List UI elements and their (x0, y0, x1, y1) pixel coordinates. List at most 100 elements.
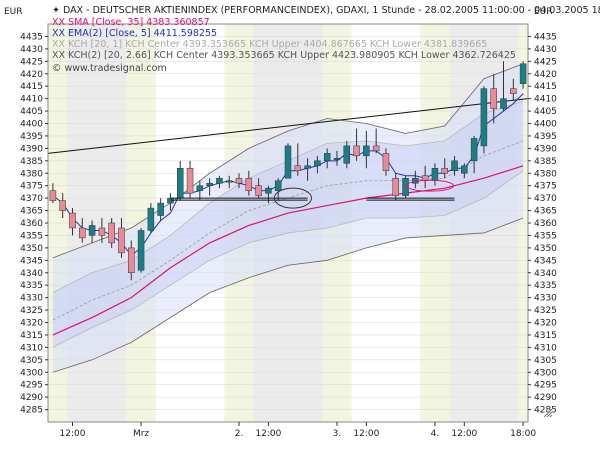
y-tick-label-right: 4395 (534, 132, 557, 142)
candle-body (323, 153, 331, 162)
y-tick-label-right: 4310 (534, 343, 557, 353)
y-tick-label-left: 4405 (20, 107, 43, 117)
x-tick-label: 12:00 (255, 429, 281, 439)
y-tick-label-right: 4330 (534, 294, 557, 304)
currency-left: EUR (4, 7, 23, 17)
candle-body (225, 180, 233, 183)
highlight-ellipse (406, 179, 455, 192)
x-tick-label: 4. (431, 429, 440, 439)
x-tick-label: 3. (333, 429, 342, 439)
x-tick-label: 12:00 (451, 429, 477, 439)
y-tick-label-right: 4385 (534, 157, 557, 167)
resize-grip-icon (543, 408, 553, 418)
y-tick-label-left: 4360 (20, 219, 43, 229)
currency-right: EUR (534, 7, 553, 17)
y-tick-label-left: 4290 (20, 393, 43, 403)
candle-body (216, 177, 223, 184)
candle-body (343, 145, 351, 164)
candle-body (490, 88, 497, 109)
candle-body (245, 177, 253, 191)
y-tick-label-right: 4355 (534, 231, 557, 241)
y-tick-label-left: 4350 (20, 244, 43, 254)
y-tick-label-right: 4405 (534, 107, 557, 117)
y-tick-label-left: 4400 (20, 120, 43, 130)
y-tick-label-right: 4320 (534, 319, 557, 329)
candle-body (79, 227, 86, 239)
y-tick-label-right: 4370 (534, 194, 557, 204)
candle-body (372, 145, 380, 152)
y-tick-label-left: 4320 (20, 319, 43, 329)
y-tick-label-left: 4305 (20, 356, 43, 366)
y-tick-label-right: 4410 (534, 95, 557, 105)
candle-body (519, 63, 527, 84)
y-tick-label-right: 4430 (534, 45, 557, 55)
candle-body (186, 168, 194, 194)
candle-body (274, 180, 282, 191)
legend-entry: XX SMA [Close, 35] 4383.360857 (52, 17, 210, 28)
candle-body (176, 168, 184, 199)
y-tick-label-right: 4380 (534, 169, 557, 179)
candle-body (108, 222, 115, 244)
candle-body (431, 168, 439, 181)
candle-body (265, 187, 272, 194)
candle-body (314, 160, 321, 167)
legend-entry: XX KCH [20, 1] KCH Center 4393.353665 KC… (52, 39, 487, 50)
candle-body (137, 230, 145, 271)
x-tick-label: Mrz (133, 429, 149, 439)
y-tick-label-right: 4305 (534, 356, 557, 366)
y-tick-label-right: 4375 (534, 182, 557, 192)
y-tick-label-left: 4330 (20, 294, 43, 304)
candle-body (500, 98, 507, 109)
candle-body (441, 168, 448, 174)
y-tick-label-right: 4415 (534, 82, 557, 92)
y-tick-label-left: 4420 (20, 70, 43, 80)
y-tick-label-right: 4425 (534, 57, 557, 67)
y-tick-label-left: 4395 (20, 132, 43, 142)
candle-body (470, 138, 478, 162)
y-tick-label-left: 4435 (20, 32, 43, 42)
y-tick-label-right: 4435 (534, 32, 557, 42)
candle-body (147, 207, 155, 231)
candle-body (402, 177, 409, 196)
y-tick-label-left: 4335 (20, 281, 43, 291)
y-tick-label-right: 4350 (534, 244, 557, 254)
candle-body (461, 165, 468, 174)
candle-body (118, 227, 125, 254)
candle-body (255, 185, 262, 196)
candle-body (128, 247, 135, 273)
y-tick-label-left: 4380 (20, 169, 43, 179)
y-tick-label-right: 4285 (534, 406, 557, 416)
chart-title: ✦ DAX - DEUTSCHER AKTIENINDEX (PERFORMAN… (52, 5, 600, 16)
resistance-trendline (47, 98, 529, 154)
y-tick-label-left: 4415 (20, 82, 43, 92)
candle-body (284, 145, 292, 179)
y-tick-label-left: 4345 (20, 256, 43, 266)
y-tick-label-left: 4365 (20, 207, 43, 217)
y-tick-label-right: 4335 (534, 281, 557, 291)
y-tick-label-left: 4315 (20, 331, 43, 341)
y-tick-label-left: 4285 (20, 406, 43, 416)
y-tick-label-right: 4390 (534, 144, 557, 154)
candle-body (98, 227, 106, 236)
x-tick-label: 2. (235, 429, 244, 439)
sma35-line (52, 165, 524, 336)
candle-body (88, 225, 96, 236)
kch-outer-fill (52, 63, 524, 373)
y-tick-label-left: 4430 (20, 45, 43, 55)
y-tick-label-left: 4370 (20, 194, 43, 204)
kch-inner-fill (52, 101, 524, 348)
candle-body (157, 202, 164, 216)
candle-body (392, 177, 400, 196)
y-tick-label-right: 4340 (534, 269, 557, 279)
y-tick-label-left: 4310 (20, 343, 43, 353)
candle-body (49, 190, 57, 201)
legend-entry: XX KCH(2) [20, 2.66] KCH Center 4393.353… (52, 50, 516, 61)
candle-body (451, 160, 458, 172)
y-tick-label-left: 4300 (20, 368, 43, 378)
candle-body (333, 158, 341, 161)
y-tick-label-right: 4315 (534, 331, 557, 341)
y-tick-label-right: 4300 (534, 368, 557, 378)
y-tick-label-right: 4400 (534, 120, 557, 130)
candle-body (294, 165, 302, 172)
